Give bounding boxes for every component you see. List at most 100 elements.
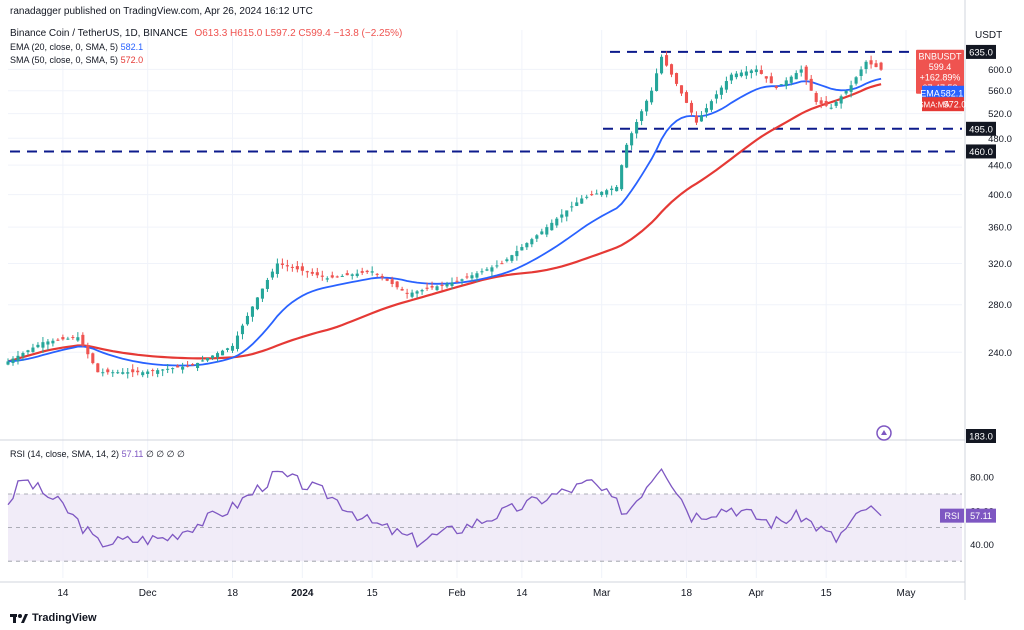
currency-label[interactable]: USDT [975,30,1003,41]
level-tag-box [966,144,996,159]
candle-body [575,202,579,206]
candle-body [295,266,299,270]
ema-legend-value: 582.1 [120,42,144,52]
candle-body [525,243,529,248]
candle-body [440,284,444,286]
ema-tag-value: 582.1 [941,88,964,98]
price-tick-label: 240.0 [988,348,1012,359]
rsi-tag-value: 57.11 [970,511,992,521]
candle-body [81,334,85,346]
time-tick-label: 2024 [291,588,314,599]
candle-body [186,365,190,367]
sma-tag-box [922,97,964,112]
candle-body [834,101,838,106]
candle-body [166,368,170,370]
candle-body [485,269,489,271]
candle-body [151,370,155,372]
candle-body [61,337,65,340]
candle-body [774,86,778,88]
candle-body [230,345,235,351]
ohlc-values: O613.3 H615.0 L597.2 C599.4 −13.8 (−2.25… [194,28,403,39]
candle-body [380,275,384,278]
candle-body [305,271,309,273]
candle-body [769,76,773,84]
candle-body [844,90,848,94]
candle-body [96,363,100,373]
price-tags: 183.0 460.0 495.0 635.0 BNBUSDT599.4+162.89%… [916,44,996,523]
candle-body [470,275,474,279]
time-tick-label: 15 [367,588,379,599]
replay-icon[interactable] [875,424,893,442]
candle-body [849,85,853,92]
level-tag-label: 635.0 [969,47,993,58]
candle-body [659,56,664,74]
level-tag-label: 183.0 [969,432,993,443]
candle-body [679,85,684,94]
candle-body [6,361,10,365]
candle-body [240,325,245,335]
rsi-tick-label: 40.00 [970,540,994,551]
time-tick-label: 18 [681,588,693,599]
moving-averages [7,77,882,367]
ema-tag-name: EMA [920,88,940,98]
price-tick-label: 440.0 [988,161,1012,172]
ema-tag-box [922,85,964,100]
grid-lines [8,30,962,578]
candle-body [121,372,125,374]
tradingview-logo[interactable]: TradingView [10,612,97,624]
price-tick-label: 400.0 [988,190,1012,201]
candles [6,51,883,379]
candle-body [694,115,699,123]
candle-body [480,271,484,273]
candle-body [674,73,679,84]
sma-legend[interactable]: SMA (50, close, 0, SMA, 5) 572.0 [10,55,143,65]
candle-body [315,272,319,276]
candle-body [116,372,120,374]
candle-body [869,60,873,65]
candle-body [46,341,50,345]
candle-body [874,63,878,68]
candle-body [684,92,689,103]
candle-body [540,231,544,235]
time-tick-label: May [897,588,916,599]
ema-legend-label: EMA (20, close, 0, SMA, 5) [10,42,119,52]
candle-body [86,344,90,355]
time-tick-label: Dec [139,588,157,599]
candle-body [355,273,359,277]
brand-name: TradingView [32,612,97,624]
candle-body [814,93,818,102]
sma-legend-value: 572.0 [120,55,144,65]
candle-body [11,358,15,364]
candle-body [111,372,115,374]
candle-body [340,275,344,277]
candle-body [789,76,793,83]
candle-body [206,357,210,361]
ema-legend[interactable]: EMA (20, close, 0, SMA, 5) 582.1 [10,42,143,52]
level-tag-box [966,121,996,136]
rsi-tag-value-box [966,508,996,523]
candle-body [370,271,374,273]
time-tick-label: Mar [593,588,611,599]
axes: 240.0 280.0 320.0 360.0 400.0 440.0 480.0 520.0… [0,0,1012,600]
candle-body [141,372,145,376]
rsi-path [7,467,882,548]
candle-body [345,273,349,276]
ema20-line [7,77,882,367]
tradingview-icon [10,614,28,623]
candle-body [41,342,45,348]
candle-body [495,265,499,267]
candle-body [31,347,35,352]
candle-body [535,235,539,239]
candle-body [699,115,704,122]
candle-body [350,274,354,276]
candle-body [176,365,180,368]
rsi-legend[interactable]: RSI (14, close, SMA, 14, 2) 57.11 ∅ ∅ ∅ … [10,449,185,460]
candle-body [91,353,95,364]
candle-body [196,362,200,369]
candle-body [714,94,718,99]
candle-body [330,275,334,278]
candle-body [744,71,748,76]
publisher-line: ranadagger published on TradingView.com,… [10,6,313,17]
candle-body [455,280,459,282]
